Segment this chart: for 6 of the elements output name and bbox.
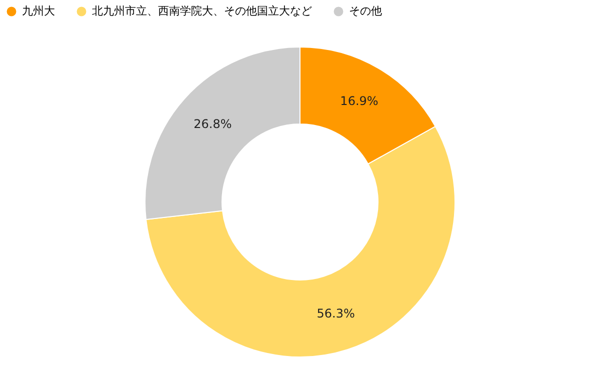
data-label: 56.3%: [316, 306, 355, 320]
legend-label: 九州大: [22, 4, 55, 18]
legend-label: その他: [349, 4, 382, 18]
data-label: 16.9%: [340, 94, 378, 108]
legend-label: 北九州市立、西南学院大、その他国立大など: [92, 4, 312, 18]
data-label: 26.8%: [194, 117, 232, 132]
